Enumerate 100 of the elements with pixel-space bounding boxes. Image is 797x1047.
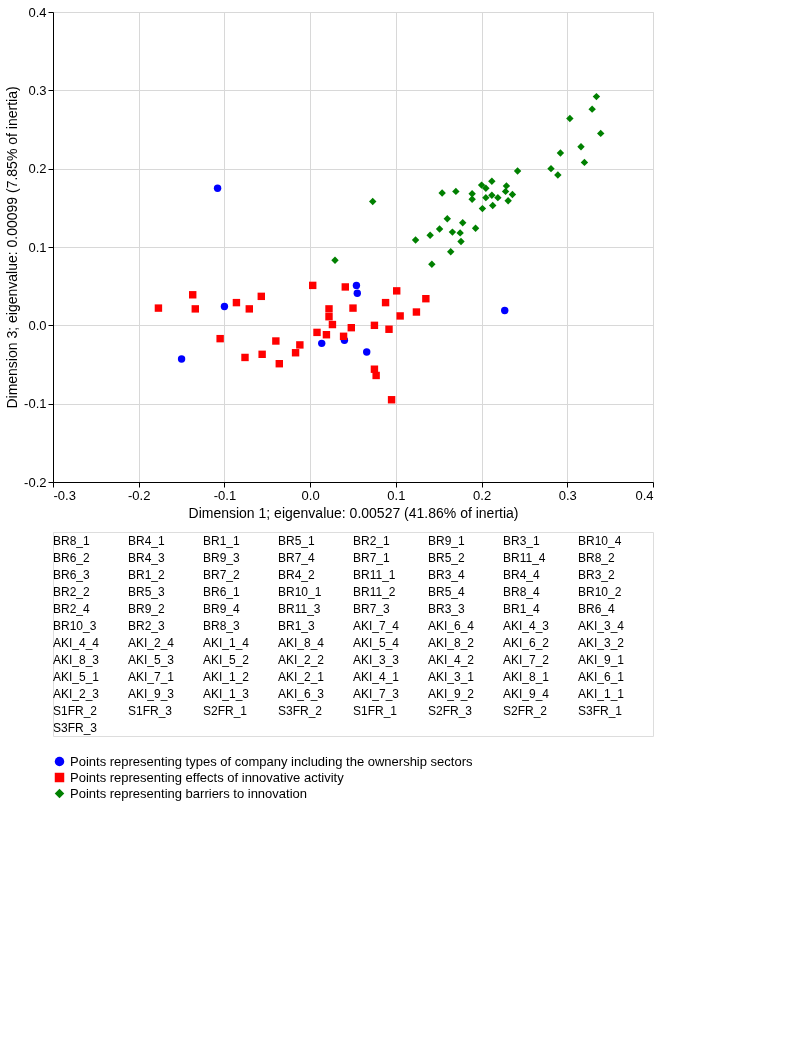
text: BR10_1: [278, 584, 322, 599]
text: S1FR_3: [128, 703, 173, 718]
y-tick-label: -0.2: [24, 474, 47, 490]
y-tick-label: 0.1: [28, 239, 47, 255]
text: AKI_5_3: [128, 652, 175, 667]
x-tick-label: -0.3: [53, 487, 76, 503]
text: AKI_7_3: [353, 686, 400, 701]
text: AKI_1_1: [578, 686, 625, 701]
text: BR2_3: [128, 618, 166, 633]
text: AKI_8_2: [428, 635, 475, 650]
text: AKI_4_1: [353, 669, 400, 684]
text: BR2_2: [53, 584, 91, 599]
text: BR7_1: [353, 550, 391, 565]
text: BR2_4: [53, 601, 91, 616]
text: AKI_6_2: [503, 635, 550, 650]
text: BR10_4: [578, 533, 622, 548]
x-tick-label: 0.4: [635, 487, 654, 503]
text: S2FR_1: [203, 703, 248, 718]
text: AKI_2_4: [128, 635, 175, 650]
text: AKI_7_4: [353, 618, 400, 633]
text: BR11_3: [278, 601, 321, 616]
text: AKI_2_2: [278, 652, 325, 667]
text: AKI_8_3: [53, 652, 100, 667]
text: BR3_3: [428, 601, 466, 616]
text: AKI_8_4: [278, 635, 325, 650]
x-tick-label: 0.0: [301, 487, 320, 503]
text: BR9_2: [128, 601, 166, 616]
x-tick-label: -0.1: [213, 487, 237, 503]
text: BR7_3: [353, 601, 391, 616]
text: AKI_7_1: [128, 669, 175, 684]
text: BR8_4: [503, 584, 541, 599]
text: AKI_6_1: [578, 669, 625, 684]
y-tick-label: 0.2: [28, 161, 47, 177]
text: BR9_4: [203, 601, 241, 616]
text: BR6_2: [53, 550, 91, 565]
text: BR3_4: [428, 567, 466, 582]
text: S1FR_1: [353, 703, 398, 718]
text: AKI_3_4: [578, 618, 625, 633]
text: AKI_1_3: [203, 686, 250, 701]
text: BR4_1: [128, 533, 166, 548]
text: AKI_7_2: [503, 652, 550, 667]
x-tick-label: 0.1: [387, 487, 406, 503]
text: AKI_4_3: [503, 618, 550, 633]
text: BR5_4: [428, 584, 466, 599]
text: S3FR_3: [53, 720, 98, 735]
text: BR2_1: [353, 533, 391, 548]
text: AKI_9_2: [428, 686, 475, 701]
text: BR8_3: [203, 618, 241, 633]
text: BR4_3: [128, 550, 166, 565]
text: BR9_1: [428, 533, 466, 548]
text: AKI_1_2: [203, 669, 250, 684]
text: AKI_5_1: [53, 669, 100, 684]
text: AKI_5_2: [203, 652, 250, 667]
text: BR9_3: [203, 550, 241, 565]
legend-label: Points representing effects of innovative activity: [70, 769, 345, 785]
text: BR1_3: [278, 618, 316, 633]
text: AKI_3_1: [428, 669, 475, 684]
y-tick-label: 0.0: [28, 317, 47, 333]
text: AKI_3_2: [578, 635, 625, 650]
y-tick-label: 0.4: [28, 4, 47, 20]
text: AKI_9_4: [503, 686, 550, 701]
text: BR6_4: [578, 601, 616, 616]
text: AKI_9_3: [128, 686, 175, 701]
text: AKI_6_3: [278, 686, 325, 701]
text: BR1_4: [503, 601, 541, 616]
y-tick-label: 0.3: [28, 82, 47, 98]
text: AKI_4_2: [428, 652, 475, 667]
x-tick-label: 0.3: [558, 487, 577, 503]
text: AKI_6_4: [428, 618, 475, 633]
text: BR5_1: [278, 533, 316, 548]
text: BR1_1: [203, 533, 241, 548]
text: BR4_4: [503, 567, 541, 582]
text: AKI_5_4: [353, 635, 400, 650]
text: BR4_2: [278, 567, 316, 582]
text: BR11_1: [353, 567, 396, 582]
text: AKI_8_1: [503, 669, 550, 684]
text: BR5_3: [128, 584, 166, 599]
y-tick-label: -0.1: [24, 396, 47, 412]
x-tick-label: 0.2: [473, 487, 492, 503]
text: AKI_3_3: [353, 652, 400, 667]
text: BR6_1: [203, 584, 241, 599]
text: BR7_4: [278, 550, 316, 565]
text: BR10_2: [578, 584, 622, 599]
text: S2FR_2: [503, 703, 548, 718]
text: BR7_2: [203, 567, 241, 582]
text: S3FR_1: [578, 703, 623, 718]
text: AKI_1_4: [203, 635, 250, 650]
legend-label: Points representing types of company including the ownership sectors: [70, 753, 473, 769]
text: BR11_4: [503, 550, 546, 565]
x-tick-label: -0.2: [128, 487, 151, 503]
text: S1FR_2: [53, 703, 98, 718]
text: BR3_2: [578, 567, 616, 582]
text: AKI_2_3: [53, 686, 100, 701]
text: S3FR_2: [278, 703, 323, 718]
text: AKI_2_1: [278, 669, 325, 684]
text: BR8_2: [578, 550, 616, 565]
legend-label: Points representing barriers to innovation: [70, 785, 308, 801]
text: BR10_3: [53, 618, 97, 633]
text: BR3_1: [503, 533, 541, 548]
text: BR8_1: [53, 533, 91, 548]
